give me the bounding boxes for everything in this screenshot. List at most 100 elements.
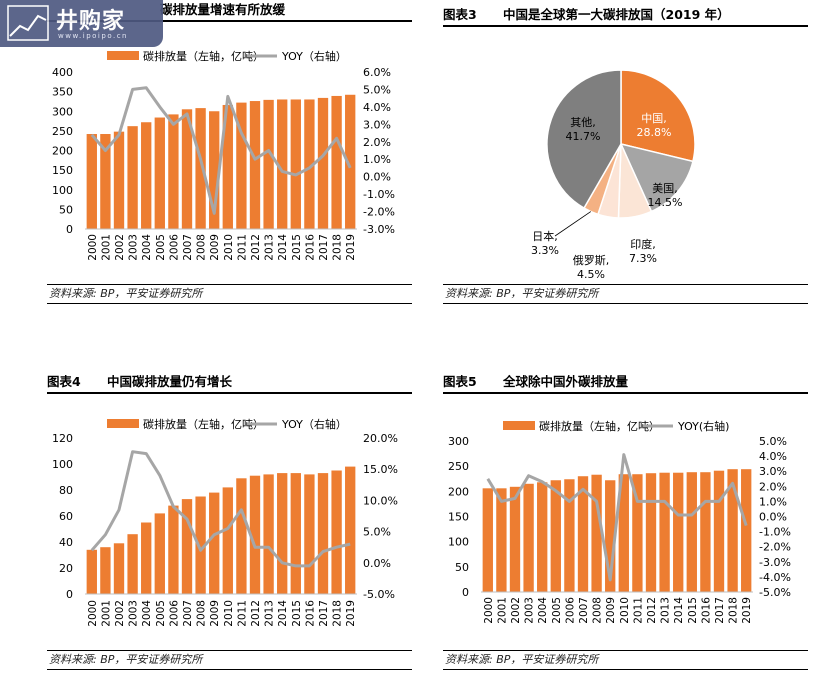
x-tick-label: 2017 — [714, 597, 726, 624]
bar — [686, 472, 697, 592]
y-right-tick-label: 4.0% — [363, 101, 391, 114]
source-note: 资料来源: BP，平安证券研究所 — [443, 284, 808, 304]
logo-chart-icon — [7, 5, 49, 41]
figure-title: 全球除中国外碳排放量 — [503, 374, 629, 389]
x-tick-label: 2015 — [687, 597, 699, 624]
chart-area: 碳排放量（左轴，亿吨） YOY（右轴） 0 50 100 150 200 250 300 350 4… — [47, 22, 412, 284]
pie-label-name: 俄罗斯, — [573, 254, 610, 267]
y-left-tick-label: 200 — [52, 145, 73, 158]
bar — [317, 473, 329, 594]
x-tick-label: 2013 — [264, 600, 276, 627]
x-tick-label: 2002 — [114, 234, 126, 261]
y-left-tick-label: 50 — [59, 203, 73, 216]
bar — [659, 472, 670, 592]
bar — [168, 114, 179, 229]
bar — [113, 131, 125, 229]
x-tick-label: 2012 — [250, 234, 262, 261]
y-left-tick-label: 50 — [455, 561, 469, 574]
bar — [209, 492, 220, 594]
x-tick-label: 2002 — [114, 600, 126, 627]
y-left-tick-label: 300 — [52, 105, 73, 118]
y-left-tick-label: 0 — [462, 586, 469, 599]
legend-label-line: YOY(右轴) — [677, 419, 729, 433]
yoy-line — [486, 453, 748, 582]
bar — [741, 469, 752, 592]
x-tick-label: 2013 — [660, 597, 672, 624]
y-left-tick-label: 400 — [52, 66, 73, 79]
pie-label-value: 28.8% — [637, 126, 672, 139]
x-tick-label: 2004 — [141, 234, 153, 261]
y-right-tick-label: 3.0% — [363, 118, 391, 131]
figure-number: 图表3 — [443, 7, 477, 22]
y-right-tick-label: 2.0% — [363, 136, 391, 149]
x-tick-label: 2015 — [291, 234, 303, 261]
bar — [645, 473, 657, 592]
bar — [86, 549, 97, 594]
x-tick-label: 2004 — [141, 600, 153, 627]
bar — [141, 122, 152, 229]
x-tick-label: 2006 — [168, 234, 180, 261]
y-right-tick-label: -3.0% — [759, 556, 791, 569]
figure-title: 碳排放量增速有所放缓 — [160, 2, 286, 17]
y-right-tick-label: -5.0% — [363, 588, 395, 601]
y-right-tick-label: 5.0% — [363, 526, 391, 539]
yoy-line — [90, 450, 351, 568]
y-left-tick-label: 300 — [448, 435, 469, 448]
panel-title: 图表3 中国是全球第一大碳排放国（2019 年） — [443, 5, 808, 27]
x-tick-label: 2018 — [728, 597, 740, 624]
x-tick-label: 2007 — [182, 234, 194, 261]
x-tick-label: 2000 — [87, 234, 99, 261]
bar — [605, 480, 616, 592]
x-tick-label: 2011 — [236, 600, 248, 627]
legend-label-line: YOY（右轴） — [281, 417, 347, 431]
x-tick-label: 2006 — [168, 600, 180, 627]
bar — [236, 102, 247, 229]
y-right-tick-label: 10.0% — [363, 494, 398, 507]
watermark-logo: 井购家 www.ipoipo.cn — [0, 0, 163, 47]
y-right-tick-label: -1.0% — [759, 526, 791, 539]
panel-fig2: 碳排放量增速有所放缓 碳排放量（左轴，亿吨） YOY（右轴） 0 50 100 150 20… — [47, 0, 412, 305]
y-right-tick-label: 0.0% — [363, 557, 391, 570]
legend-label-bar: 碳排放量（左轴，亿吨） — [143, 49, 264, 63]
bar — [304, 99, 315, 229]
x-tick-label: 2014 — [673, 597, 685, 624]
y-right-tick-label: 3.0% — [759, 465, 787, 478]
bar — [331, 95, 342, 229]
combo-chart: 碳排放量（左轴，亿吨） YOY（右轴） 0 20 40 60 80 100 120 -5.0% 0.… — [52, 417, 398, 627]
x-tick-label: 2005 — [155, 234, 167, 261]
y-right-tick-label: 5.0% — [759, 435, 787, 448]
legend-swatch-bar — [503, 421, 535, 430]
bar — [154, 117, 165, 229]
y-left-tick-label: 0 — [66, 223, 73, 236]
x-tick-label: 2014 — [277, 234, 289, 261]
pie-slice — [546, 69, 622, 210]
y-right-tick-label: -2.0% — [759, 541, 791, 554]
y-right-tick-label: 0.0% — [759, 511, 787, 524]
x-tick-label: 2001 — [100, 234, 112, 261]
y-right-tick-label: 1.0% — [759, 495, 787, 508]
pie-label-name: 中国, — [641, 112, 667, 125]
figure-number: 图表4 — [47, 374, 81, 389]
y-right-tick-label: 2.0% — [759, 480, 787, 493]
x-tick-label: 2009 — [209, 600, 221, 627]
bar — [181, 109, 193, 229]
pie-label-name: 日本, — [532, 229, 558, 243]
x-tick-label: 2019 — [741, 597, 753, 624]
x-tick-label: 2011 — [632, 597, 644, 624]
chart-area: 中国, 28.8% 美国, 14.5% 印度, 7.3% 俄罗斯, 4.5% 日本, 3.3% 其他… — [443, 27, 808, 284]
y-left-tick-label: 250 — [52, 125, 73, 138]
x-tick-label: 2010 — [223, 234, 235, 261]
y-right-tick-label: -1.0% — [363, 188, 395, 201]
bar — [168, 505, 179, 594]
bar — [277, 99, 288, 229]
x-tick-label: 2003 — [128, 600, 140, 627]
bar — [482, 488, 493, 592]
legend-swatch-bar — [107, 419, 139, 428]
bar — [222, 487, 233, 594]
y-right-tick-label: -3.0% — [363, 223, 395, 236]
pie-slice — [619, 142, 694, 213]
bar — [249, 475, 261, 594]
bar — [100, 134, 111, 229]
legend-swatch-bar — [107, 51, 139, 60]
bar — [290, 473, 301, 594]
